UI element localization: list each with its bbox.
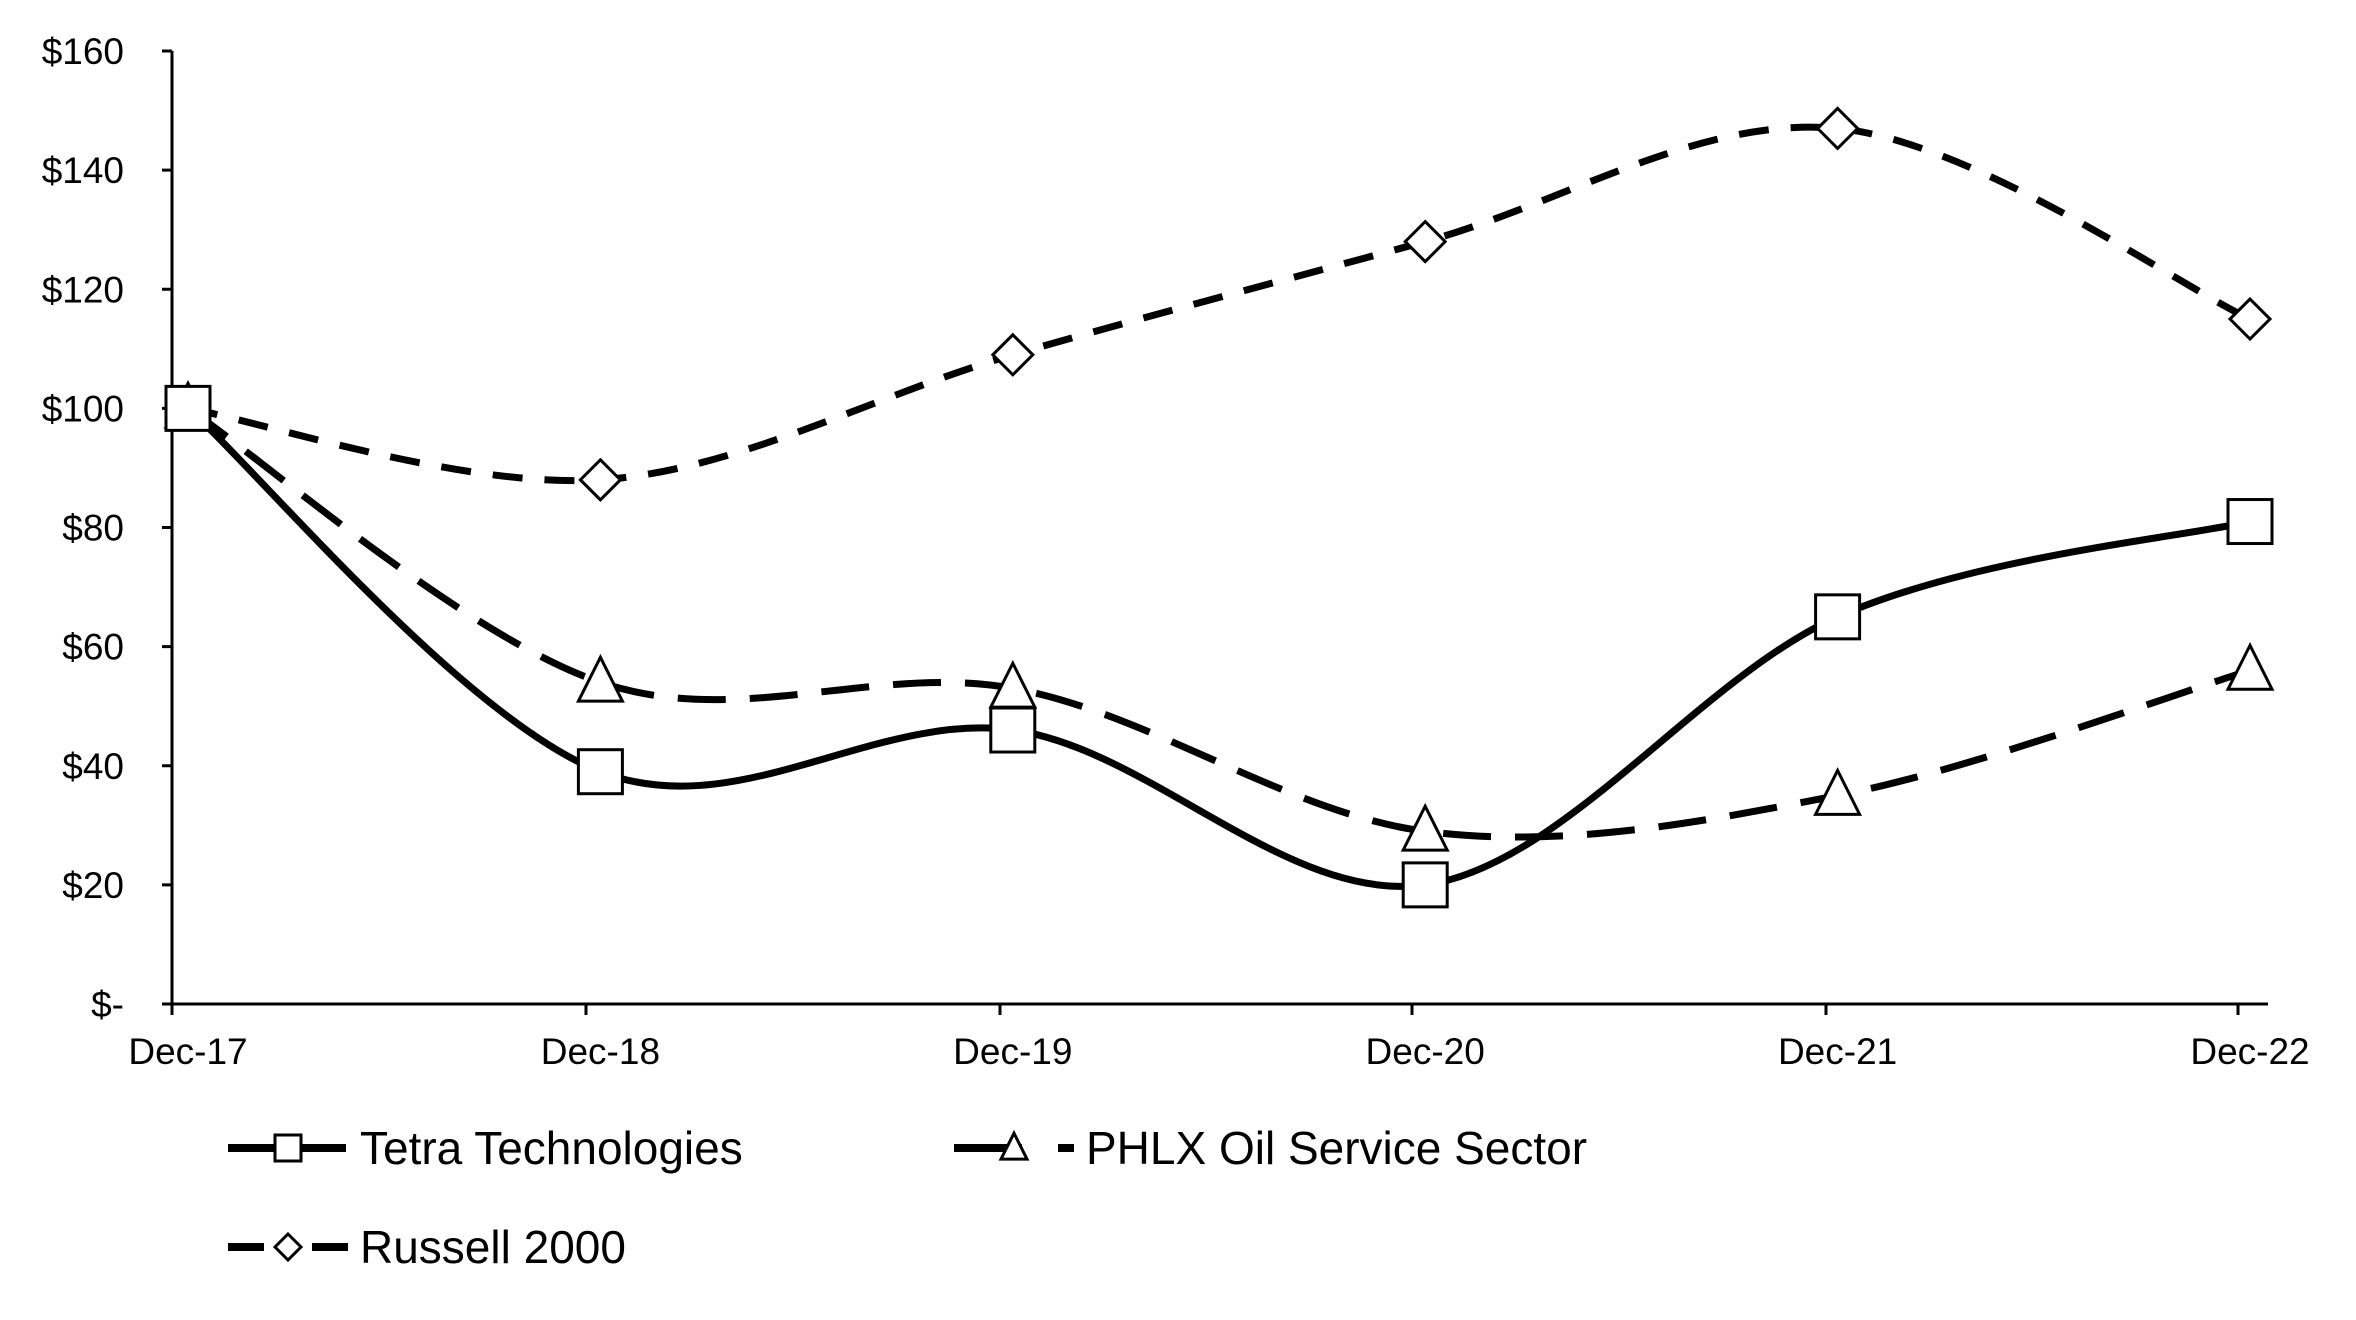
data-point-russell-2000 [578, 457, 623, 502]
legend-marker-diamond-icon [272, 1231, 304, 1263]
legend-marker-square-icon [273, 1133, 303, 1163]
data-point-phlx-oil-service-sector [2225, 642, 2275, 691]
legend-item-phlx-oil-service-sector: PHLX Oil Service Sector [954, 1122, 1587, 1174]
legend-label: Russell 2000 [360, 1221, 626, 1273]
y-tick-label: $20 [62, 865, 124, 906]
y-tick-label: $80 [62, 508, 124, 549]
legend-item-tetra-technologies: Tetra Technologies [228, 1122, 743, 1174]
series-line-russell-2000 [187, 123, 2252, 485]
data-point-tetra-technologies [164, 384, 212, 432]
series-line-tetra-technologies [185, 405, 2251, 890]
legend-item-russell-2000: Russell 2000 [228, 1221, 626, 1273]
series-markers [163, 106, 2275, 909]
data-point-tetra-technologies [1814, 593, 1862, 641]
y-tick-label: $160 [42, 31, 124, 72]
x-tick-label: Dec-22 [2190, 1031, 2309, 1072]
legend-marker-triangle-icon [998, 1129, 1030, 1161]
legend-label: PHLX Oil Service Sector [1086, 1122, 1587, 1174]
axes: $- $20 $40 $60 $80 $100 $120 $140 $160 Dec-17 Dec-… [42, 31, 2310, 1072]
x-tick-label: Dec-17 [128, 1031, 247, 1072]
y-tick-label: $40 [62, 746, 124, 787]
data-point-russell-2000 [1815, 106, 1860, 151]
series-lines [185, 123, 2252, 890]
x-tick-label: Dec-19 [953, 1031, 1072, 1072]
legend-label: Tetra Technologies [360, 1122, 743, 1174]
legend: Tetra Technologies PHLX Oil Service Secto… [228, 1122, 1587, 1273]
y-tick-label: $- [91, 984, 124, 1025]
y-tick-label: $100 [42, 388, 124, 429]
x-tick-label: Dec-18 [541, 1031, 660, 1072]
data-point-russell-2000 [990, 332, 1035, 377]
data-point-tetra-technologies [1401, 861, 1449, 909]
data-point-russell-2000 [2227, 296, 2273, 342]
y-tick-label: $60 [62, 627, 124, 668]
y-tick-label: $140 [42, 150, 124, 191]
x-tick-label: Dec-21 [1778, 1031, 1897, 1072]
data-point-tetra-technologies [989, 706, 1037, 754]
data-point-tetra-technologies [576, 748, 624, 796]
series-line-phlx-oil-service-sector [186, 405, 2252, 841]
y-tick-label: $120 [42, 269, 124, 310]
data-point-phlx-oil-service-sector [1813, 767, 1863, 816]
data-point-phlx-oil-service-sector [575, 653, 625, 703]
x-tick-label: Dec-20 [1366, 1031, 1485, 1072]
data-point-russell-2000 [1403, 219, 1448, 264]
data-point-phlx-oil-service-sector [1400, 802, 1450, 852]
data-point-tetra-technologies [2226, 498, 2274, 546]
